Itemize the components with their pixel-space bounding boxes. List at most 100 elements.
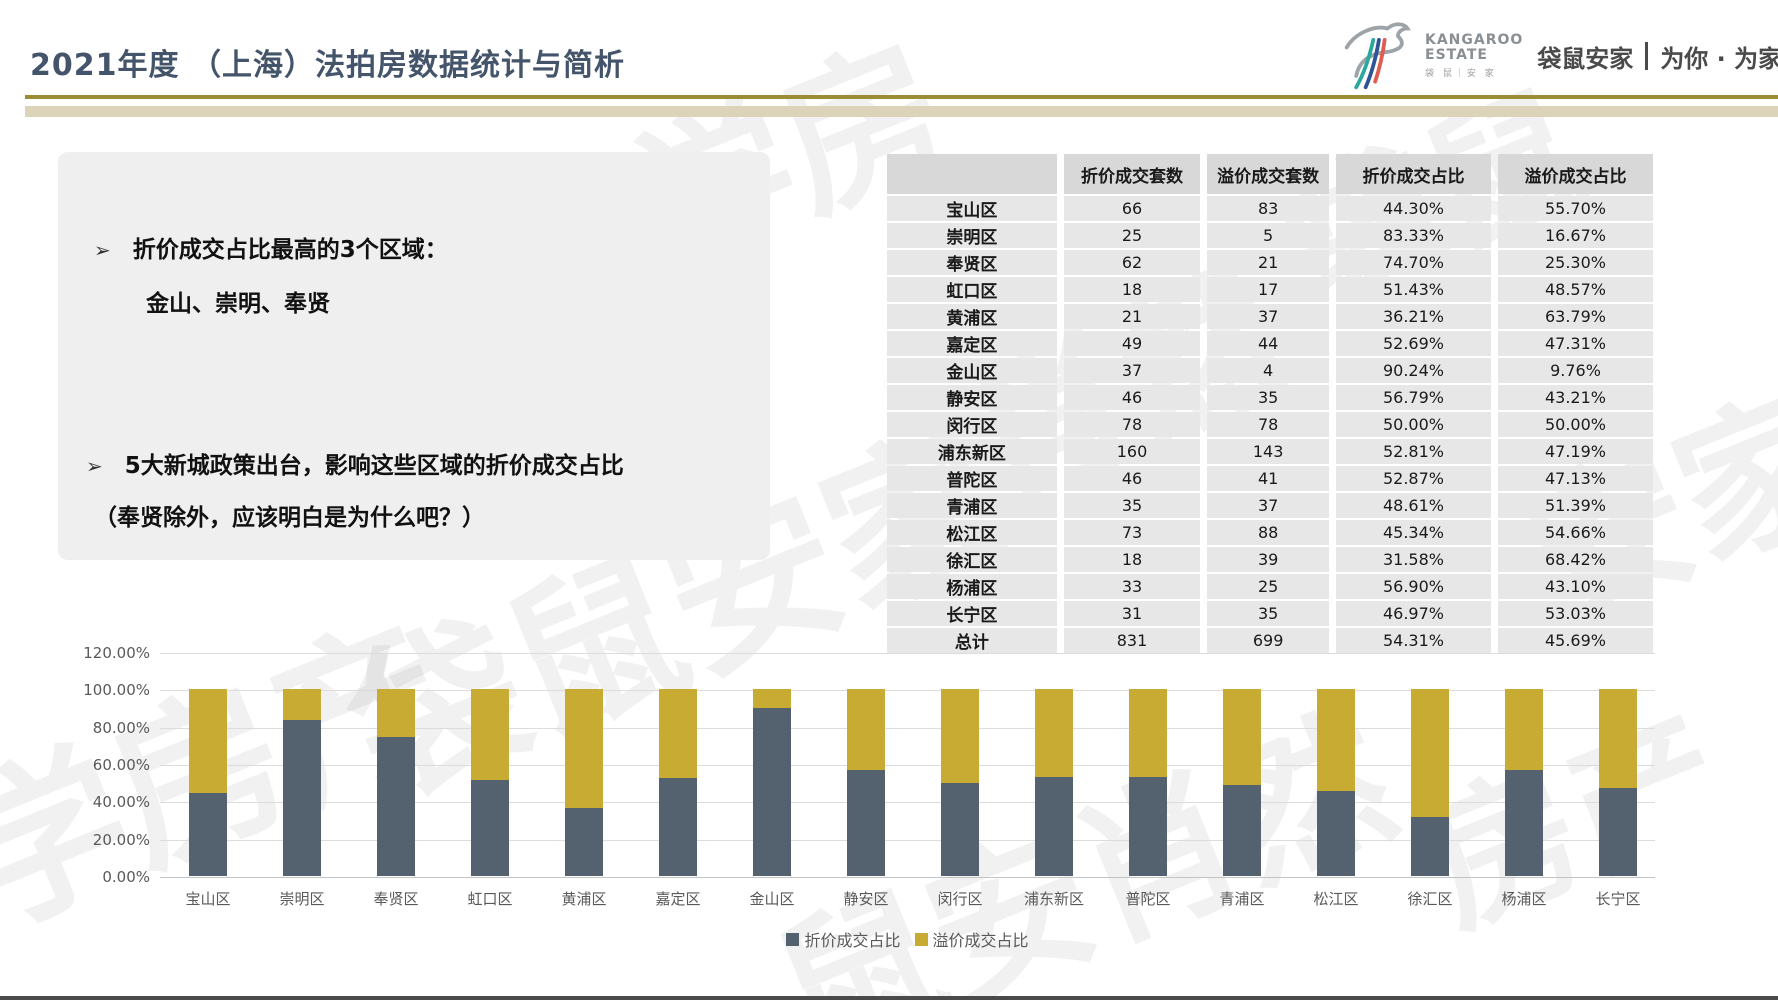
logo-brand-en: KANGAROO ESTATE — [1425, 32, 1524, 63]
table-row: 闵行区 78 78 50.00% 50.00% — [887, 412, 1653, 437]
district-cell: 普陀区 — [887, 466, 1057, 491]
bullet-2-line-1: ➢ 5大新城政策出台，影响这些区域的折价成交占比 — [86, 453, 624, 479]
value-cell: 73 — [1063, 520, 1201, 545]
district-cell: 浦东新区 — [887, 439, 1057, 464]
value-cell: 16.67% — [1497, 223, 1653, 248]
bar-segment-discount — [753, 707, 791, 876]
value-cell: 43.21% — [1497, 385, 1653, 410]
table-body: 宝山区 66 83 44.30% 55.70% 崇明区 25 5 83.33% 16.67% 奉贤区… — [887, 196, 1653, 653]
bar-嘉定区 — [659, 652, 697, 876]
logo-brand-block: KANGAROO ESTATE 袋 鼠｜安 家 — [1425, 32, 1524, 80]
header-rule-light — [25, 106, 1778, 117]
value-cell: 831 — [1063, 628, 1201, 653]
district-cell: 长宁区 — [887, 601, 1057, 626]
value-cell: 25 — [1207, 574, 1330, 599]
value-cell: 62 — [1063, 250, 1201, 275]
bar-segment-premium — [1411, 689, 1449, 818]
bar-segment-discount — [659, 777, 697, 876]
legend-swatch-icon — [786, 932, 800, 946]
value-cell: 53.03% — [1497, 601, 1653, 626]
bar-segment-premium — [471, 689, 509, 780]
value-cell: 18 — [1063, 547, 1201, 572]
bar-segment-premium — [189, 689, 227, 794]
bullet-2-line-2: （奉贤除外，应该明白是为什么吧？） — [94, 505, 485, 531]
table-header-row: 折价成交套数 溢价成交套数 折价成交占比 溢价成交占比 — [887, 154, 1653, 194]
gridline — [160, 765, 1655, 766]
value-cell: 41 — [1207, 466, 1330, 491]
bar-segment-discount — [283, 720, 321, 876]
y-axis-label: 80.00% — [92, 718, 150, 737]
value-cell: 48.61% — [1336, 493, 1491, 518]
district-cell: 宝山区 — [887, 196, 1057, 221]
value-cell: 699 — [1207, 628, 1330, 653]
value-cell: 35 — [1063, 493, 1201, 518]
value-cell: 74.70% — [1336, 250, 1491, 275]
x-axis-label: 杨浦区 — [1501, 890, 1547, 908]
value-cell: 52.81% — [1336, 439, 1491, 464]
table-row: 总计 831 699 54.31% 45.69% — [887, 628, 1653, 653]
table-header-cell: 溢价成交套数 — [1207, 154, 1330, 194]
bar-青浦区 — [1223, 652, 1261, 876]
district-cell: 松江区 — [887, 520, 1057, 545]
value-cell: 47.13% — [1497, 466, 1653, 491]
table-header-cell — [887, 154, 1057, 194]
value-cell: 143 — [1207, 439, 1330, 464]
x-axis-label: 静安区 — [843, 890, 889, 908]
value-cell: 50.00% — [1497, 412, 1653, 437]
table-header-cell: 折价成交占比 — [1336, 154, 1491, 194]
value-cell: 21 — [1063, 304, 1201, 329]
table-row: 浦东新区 160 143 52.81% 47.19% — [887, 439, 1653, 464]
table-row: 虹口区 18 17 51.43% 48.57% — [887, 277, 1653, 302]
x-axis-label: 浦东新区 — [1023, 890, 1084, 908]
value-cell: 4 — [1207, 358, 1330, 383]
value-cell: 35 — [1207, 385, 1330, 410]
district-cell: 虹口区 — [887, 277, 1057, 302]
bullet-1-line-1: ➢ 折价成交占比最高的3个区域： — [94, 237, 448, 263]
x-axis-label: 奉贤区 — [373, 890, 419, 908]
bar-segment-premium — [753, 689, 791, 708]
district-cell: 总计 — [887, 628, 1057, 653]
value-cell: 55.70% — [1497, 196, 1653, 221]
district-data-table: 折价成交套数 溢价成交套数 折价成交占比 溢价成交占比 宝山区 66 83 44.30% 55… — [880, 152, 1660, 655]
gridline — [160, 690, 1655, 692]
value-cell: 68.42% — [1497, 547, 1653, 572]
x-axis-label: 徐汇区 — [1407, 890, 1453, 908]
x-axis-label: 普陀区 — [1125, 890, 1171, 908]
value-cell: 48.57% — [1497, 277, 1653, 302]
legend-item: 溢价成交占比 — [914, 927, 1029, 951]
bar-奉贤区 — [377, 652, 415, 876]
value-cell: 31 — [1063, 601, 1201, 626]
bar-崇明区 — [283, 652, 321, 876]
x-axis-label: 宝山区 — [185, 890, 231, 908]
table-row: 普陀区 46 41 52.87% 47.13% — [887, 466, 1653, 491]
bar-segment-discount — [565, 808, 603, 876]
value-cell: 51.43% — [1336, 277, 1491, 302]
bar-segment-premium — [283, 689, 321, 721]
value-cell: 160 — [1063, 439, 1201, 464]
x-axis-label: 长宁区 — [1595, 890, 1641, 908]
bar-segment-discount — [847, 770, 885, 876]
gridline — [160, 653, 1655, 654]
x-axis-label: 金山区 — [749, 890, 795, 908]
bar-静安区 — [847, 652, 885, 876]
bar-segment-discount — [1599, 788, 1637, 876]
x-axis-label: 崇明区 — [279, 890, 325, 908]
table-header-cell: 溢价成交占比 — [1497, 154, 1653, 194]
bar-黄浦区 — [565, 652, 603, 876]
logo: KANGAROO ESTATE 袋 鼠｜安 家 袋鼠安家 为你 · 为家 — [1335, 18, 1778, 94]
bar-segment-discount — [1505, 769, 1543, 876]
bar-segment-discount — [1223, 785, 1261, 876]
bar-宝山区 — [189, 652, 227, 876]
chart-legend: 折价成交占比 溢价成交占比 — [160, 927, 1655, 951]
value-cell: 5 — [1207, 223, 1330, 248]
bar-segment-discount — [1035, 777, 1073, 876]
legend-item: 折价成交占比 — [786, 927, 901, 951]
value-cell: 46 — [1063, 466, 1201, 491]
table-row: 黄浦区 21 37 36.21% 63.79% — [887, 304, 1653, 329]
x-axis-label: 嘉定区 — [655, 890, 701, 908]
value-cell: 44.30% — [1336, 196, 1491, 221]
bullet-arrow-icon: ➢ — [94, 238, 111, 262]
value-cell: 78 — [1207, 412, 1330, 437]
bar-segment-discount — [1317, 791, 1355, 876]
